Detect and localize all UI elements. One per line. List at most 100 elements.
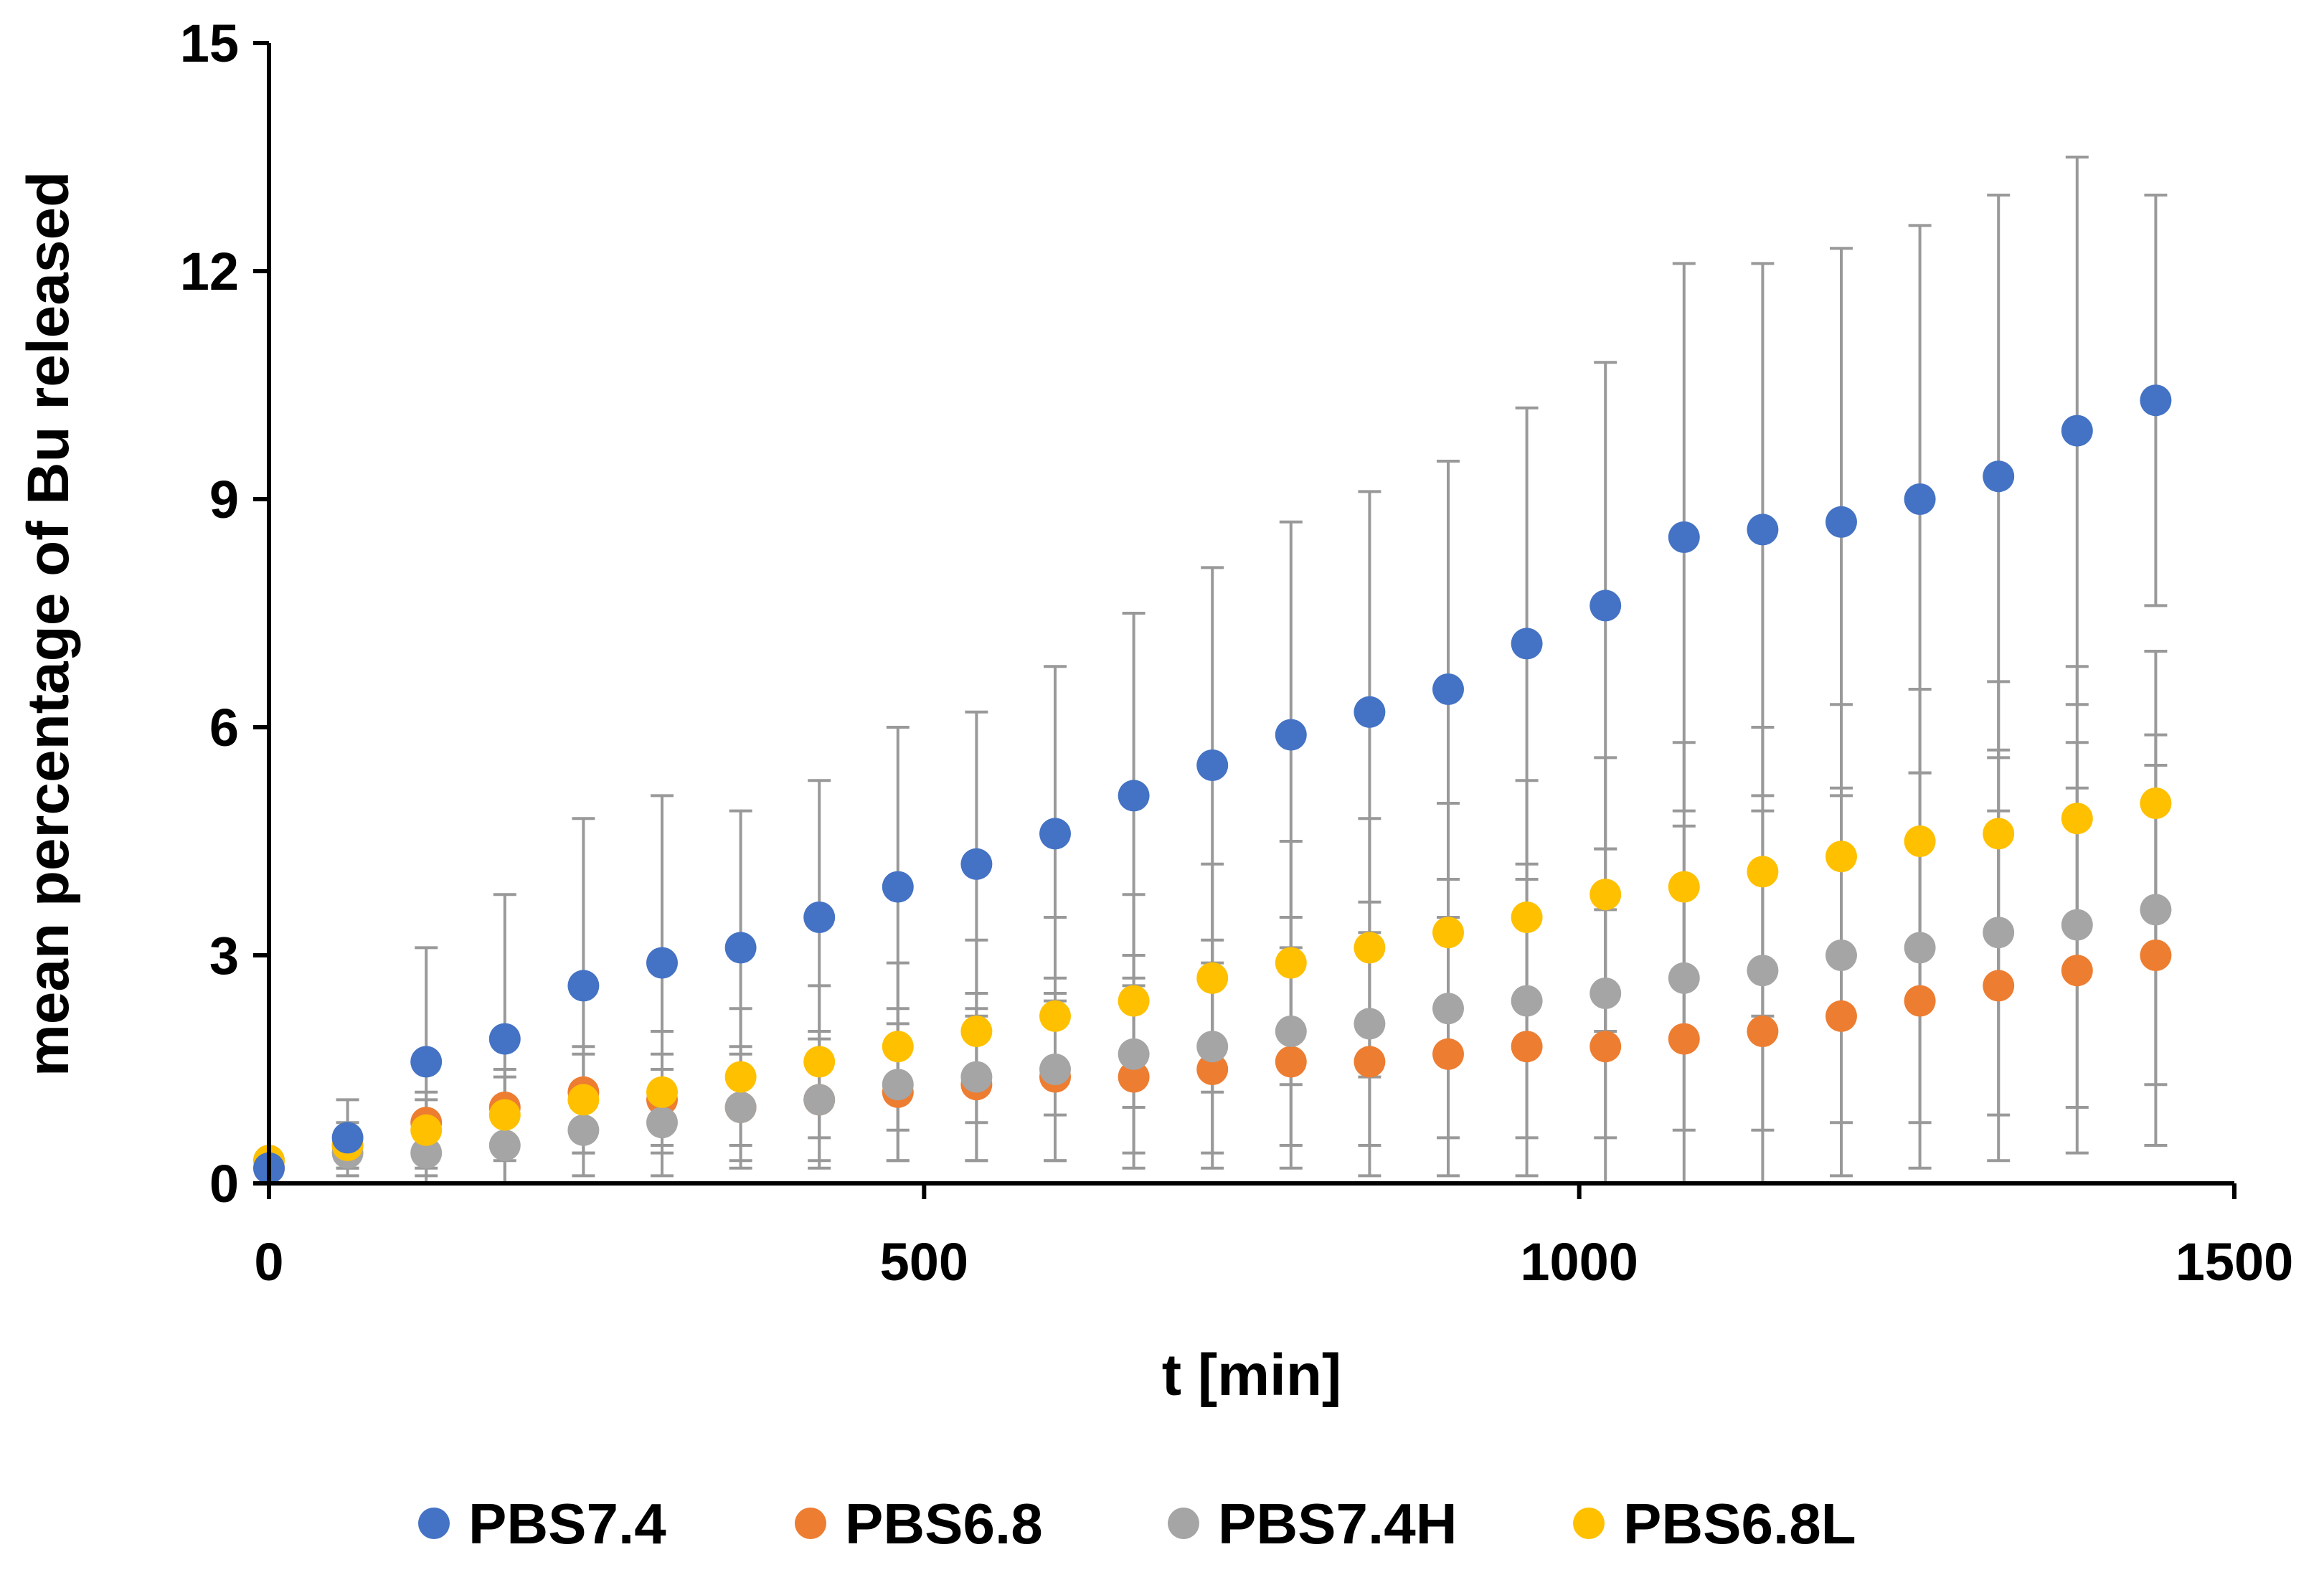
- x-axis-title: t [min]: [1162, 1343, 1341, 1408]
- data-point: [1275, 1016, 1307, 1047]
- data-point: [1432, 917, 1464, 949]
- data-point: [2140, 894, 2172, 926]
- data-point: [724, 1061, 757, 1093]
- data-point: [410, 1046, 443, 1078]
- y-tick-label: 9: [209, 470, 239, 529]
- axes-layer: [267, 43, 2234, 1186]
- data-point: [724, 1092, 757, 1123]
- data-point: [2140, 787, 2172, 819]
- data-point: [1196, 1031, 1229, 1063]
- legend-marker: [1168, 1508, 1199, 1539]
- data-point: [2140, 384, 2172, 417]
- data-point: [1432, 673, 1464, 705]
- legend: PBS7.4 PBS6.8 PBS7.4H PBS6.8L: [418, 1492, 1856, 1556]
- x-tick-label: 500: [880, 1232, 968, 1292]
- data-point: [882, 1069, 914, 1101]
- data-point: [1275, 1046, 1307, 1078]
- data-point: [882, 871, 914, 903]
- data-point: [803, 1084, 836, 1116]
- legend-label: PBS6.8L: [1623, 1492, 1856, 1556]
- data-point: [1904, 985, 1936, 1017]
- data-point: [567, 1114, 600, 1146]
- y-tick-label: 15: [180, 14, 239, 73]
- data-point: [1825, 1000, 1857, 1032]
- y-tick-label: 6: [209, 698, 239, 757]
- data-point: [1354, 696, 1386, 728]
- data-point: [1118, 1061, 1150, 1093]
- data-point: [1354, 932, 1386, 964]
- data-point: [1275, 719, 1307, 751]
- data-point: [882, 1031, 914, 1063]
- data-point: [1354, 1046, 1386, 1078]
- data-point: [488, 1023, 521, 1055]
- ticks-layer: 0 3 6 9 12 15 0 500 1000 1500: [180, 14, 2294, 1292]
- data-point: [1511, 902, 1543, 933]
- data-point: [1983, 818, 2015, 850]
- data-point: [1432, 993, 1464, 1025]
- data-point: [410, 1137, 443, 1169]
- data-point: [1668, 1023, 1700, 1055]
- y-tick-label: 0: [209, 1154, 239, 1213]
- data-points-layer: [253, 384, 2172, 1184]
- data-point: [1983, 917, 2015, 949]
- legend-label: PBS7.4H: [1218, 1492, 1457, 1556]
- data-point: [1747, 955, 1779, 987]
- x-tick-label: 0: [254, 1232, 283, 1292]
- data-point: [488, 1099, 521, 1131]
- data-point: [567, 970, 600, 1002]
- y-tick-label: 3: [209, 926, 239, 985]
- data-point: [724, 932, 757, 964]
- legend-marker: [1573, 1508, 1605, 1539]
- data-point: [1590, 590, 1622, 622]
- y-tick-label: 12: [180, 242, 239, 301]
- data-point: [960, 1016, 993, 1047]
- data-point: [331, 1122, 364, 1154]
- data-point: [2061, 803, 2093, 835]
- data-point: [646, 947, 678, 979]
- data-point: [1511, 628, 1543, 660]
- data-point: [1511, 985, 1543, 1017]
- data-point: [1747, 856, 1779, 888]
- data-point: [1039, 1054, 1071, 1085]
- data-point: [1825, 506, 1857, 538]
- data-point: [803, 902, 836, 933]
- data-point: [2061, 955, 2093, 987]
- data-point: [1590, 978, 1622, 1009]
- data-point: [1668, 962, 1700, 994]
- x-tick-label: 1000: [1520, 1232, 1638, 1292]
- data-point: [567, 1084, 600, 1116]
- legend-marker: [418, 1508, 450, 1539]
- y-axis-title: mean percentage of Bu released: [16, 171, 81, 1077]
- data-point: [1590, 1031, 1622, 1063]
- data-point: [2061, 415, 2093, 447]
- data-point: [803, 1046, 836, 1078]
- data-point: [1983, 970, 2015, 1002]
- data-point: [1118, 1038, 1150, 1070]
- data-point: [2140, 940, 2172, 971]
- legend-label: PBS6.8: [845, 1492, 1043, 1556]
- data-point: [1668, 521, 1700, 553]
- data-point: [1354, 1008, 1386, 1040]
- data-point: [1825, 940, 1857, 971]
- data-point: [1275, 947, 1307, 979]
- data-point: [1904, 825, 1936, 857]
- error-bars-layer: [258, 156, 2168, 1185]
- data-point: [1118, 985, 1150, 1017]
- data-point: [1118, 780, 1150, 812]
- data-point: [1432, 1038, 1464, 1070]
- data-point: [1196, 749, 1229, 781]
- data-point: [646, 1076, 678, 1108]
- data-point: [1825, 841, 1857, 873]
- data-point: [1747, 514, 1779, 546]
- data-point: [1196, 962, 1229, 994]
- data-point: [1747, 1016, 1779, 1047]
- data-point: [646, 1107, 678, 1139]
- data-point: [1668, 871, 1700, 903]
- data-point: [1196, 1054, 1229, 1085]
- data-point: [960, 1061, 993, 1093]
- legend-marker: [795, 1508, 826, 1539]
- data-point: [410, 1114, 443, 1146]
- data-point: [1904, 932, 1936, 964]
- data-point: [1983, 460, 2015, 493]
